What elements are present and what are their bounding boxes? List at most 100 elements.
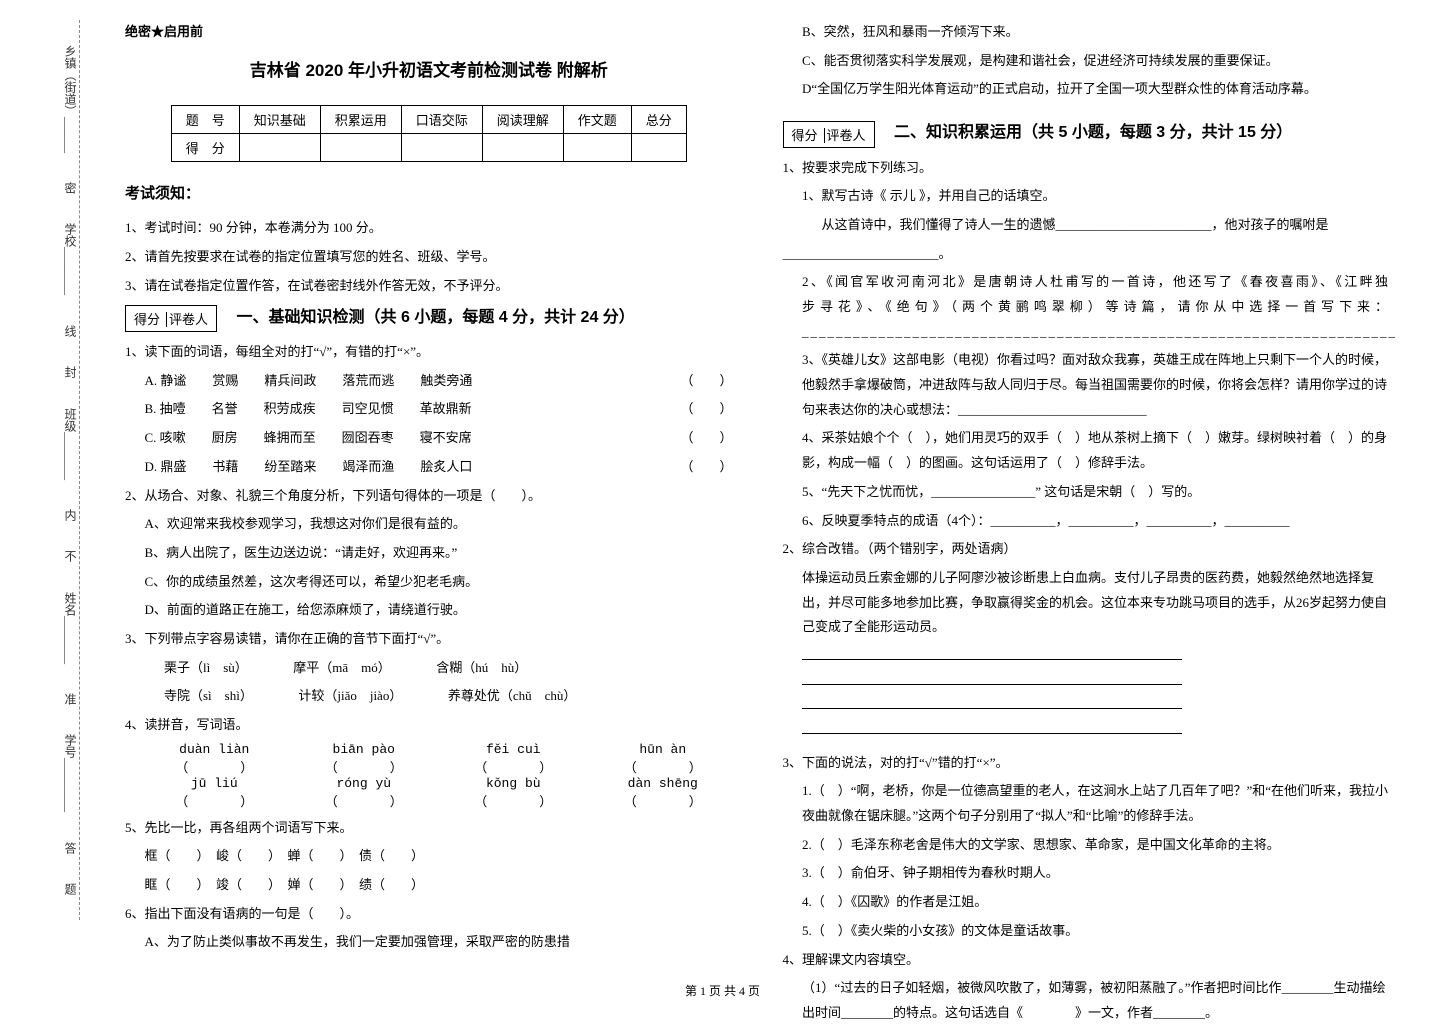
s2q1-sub3: 3、《英雄儿女》这部电影（电视）你看过吗？面对敌众我寡，英雄王成在阵地上只剩下一…: [783, 348, 1391, 422]
q1-opt: B. 抽噎 名誉 积劳成疾 司空见惯 革故鼎新 （ ）: [125, 397, 733, 422]
paren-cell: （ ）: [294, 791, 434, 810]
secret-label: 绝密★启用前: [125, 20, 733, 45]
section-header-row: 得分评卷人 一、基础知识检测（共 6 小题，每题 4 分，共计 24 分）: [125, 303, 733, 333]
pinyin-cell: biān pào: [294, 742, 434, 757]
q5-row: 眶（ ） 竣（ ） 婵（ ） 绩（ ）: [125, 873, 733, 898]
q2-opt: B、病人出院了，医生边送边说：“请走好，欢迎再来。”: [125, 541, 733, 566]
pinyin-cell: duàn liàn: [145, 742, 285, 757]
blank-line: [802, 721, 1182, 734]
th: 积累运用: [320, 105, 401, 133]
q6-opt-a: A、为了防止类似事故不再发生，我们一定要加强管理，采取严密的防患措: [125, 930, 733, 955]
sb-item: 班级________: [20, 408, 79, 480]
q1-opt: D. 鼎盛 书藉 纷至踏来 竭泽而渔 脍炙人口（ ）: [125, 455, 733, 480]
q2-opt: D、前面的道路正在施工，给您添麻烦了，请绕道行驶。: [125, 598, 733, 623]
q2-stem: 2、从场合、对象、礼貌三个角度分析，下列语句得体的一项是（ ）。: [125, 484, 733, 509]
th: 知识基础: [239, 105, 320, 133]
pinyin-cell: hūn àn: [593, 742, 733, 757]
opt-text: C. 咳嗽 厨房 蜂拥而至 囫囵吞枣 寝不安席: [145, 430, 472, 445]
paren: （ ）: [680, 369, 732, 394]
th: 口语交际: [401, 105, 482, 133]
paren-cell: （ ）: [444, 791, 584, 810]
td: [401, 133, 482, 161]
q1-opt: A. 静谧 赏赐 精兵间政 落荒而逃 触类旁通 （ ）: [125, 369, 733, 394]
sb-item: 答: [20, 842, 79, 854]
s2q4-stem: 4、理解课文内容填空。: [783, 948, 1391, 973]
sb-item: 题: [20, 883, 79, 895]
td: 得 分: [171, 133, 239, 161]
rater-left: 得分: [132, 312, 167, 327]
page-container: 绝密★启用前 吉林省 2020 年小升初语文考前检测试卷 附解析 题 号 知识基…: [0, 0, 1445, 920]
pinyin-cell: jū liú: [145, 776, 285, 791]
q2-opt: A、欢迎常来我校参观学习，我想这对你们是很有益的。: [125, 512, 733, 537]
s2q3-stem: 3、下面的说法，对的打“√”错的打“×”。: [783, 751, 1391, 776]
pinyin-cell: kǒng bù: [444, 776, 584, 791]
pinyin-cell: róng yù: [294, 776, 434, 791]
rater-left: 得分: [790, 128, 825, 143]
paren: （ ）: [680, 397, 732, 422]
s2q2-stem: 2、综合改错。（两个错别字，两处语病）: [783, 537, 1391, 562]
paren: （ ）: [680, 455, 732, 480]
sb-item: 不: [20, 550, 79, 562]
notice-item: 2、请首先按要求在试卷的指定位置填写您的姓名、班级、学号。: [125, 245, 733, 270]
paren-row: （ ） （ ） （ ） （ ）: [125, 757, 733, 776]
opt-text: A. 静谧 赏赐 精兵间政 落荒而逃 触类旁通: [145, 373, 473, 388]
notice-item: 1、考试时间：90 分钟，本卷满分为 100 分。: [125, 216, 733, 241]
paren-cell: （ ）: [593, 757, 733, 776]
paren-cell: （ ）: [593, 791, 733, 810]
rater-box: 得分评卷人: [125, 305, 217, 332]
s2q3-opt: 1.（ ）“啊，老桥，你是一位德高望重的老人，在这涧水上站了几百年了吧？”和“在…: [783, 779, 1391, 828]
notice-title: 考试须知：: [125, 180, 733, 209]
blank-line: [802, 672, 1182, 685]
section1-title: 一、基础知识检测（共 6 小题，每题 4 分，共计 24 分）: [237, 309, 635, 326]
td: [482, 133, 563, 161]
paren-cell: （ ）: [145, 757, 285, 776]
sb-item: 密: [20, 182, 79, 194]
paren-cell: （ ）: [444, 757, 584, 776]
s2q3-opt: 5.（ ）《卖火柴的小女孩》的文体是童话故事。: [783, 919, 1391, 944]
sb-item: 内: [20, 509, 79, 521]
td: [239, 133, 320, 161]
blank-line: [802, 647, 1182, 660]
q3-row: 寺院（sì shì） 计较（jiǎo jiào） 养尊处优（chǔ chù）: [125, 684, 733, 709]
q5-row: 框（ ） 峻（ ） 蝉（ ） 债（ ）: [125, 844, 733, 869]
rater-right: 评卷人: [167, 312, 210, 327]
th: 作文题: [563, 105, 631, 133]
pinyin-cell: dàn shēng: [593, 776, 733, 791]
pinyin-row: duàn liàn biān pào fěi cuì hūn àn: [125, 742, 733, 757]
paren-row: （ ） （ ） （ ） （ ）: [125, 791, 733, 810]
th: 阅读理解: [482, 105, 563, 133]
sb-item: 封: [20, 366, 79, 378]
s2q2-body: 体操运动员丘索金娜的儿子阿廖沙被诊断患上白血病。支付儿子昂贵的医药费，她毅然绝然…: [783, 566, 1391, 640]
sb-item: 姓名________: [20, 592, 79, 664]
answer-lines: [783, 644, 1391, 743]
page-footer: 第 1 页 共 4 页: [0, 982, 1445, 999]
s2q1-sub2: 2、《闻官军收河南河北》是唐朝诗人杜甫写的一首诗，他还写了《春夜喜雨》、《江畔独…: [783, 270, 1391, 344]
s2q1-stem: 1、按要求完成下列练习。: [783, 156, 1391, 181]
sb-item: 准: [20, 693, 79, 705]
left-column: 绝密★启用前 吉林省 2020 年小升初语文考前检测试卷 附解析 题 号 知识基…: [100, 20, 758, 910]
s2q1-sub4: 4、采茶姑娘个个（ ），她们用灵巧的双手（ ）地从茶树上摘下（ ）嫩芽。绿树映衬…: [783, 426, 1391, 475]
q6-stem: 6、指出下面没有语病的一句是（ ）。: [125, 902, 733, 927]
s2q1-sub5: 5、“先天下之忧而忧，________________” 这句话是宋朝（ ）写的…: [783, 480, 1391, 505]
q6-opt-b: B、突然，狂风和暴雨一齐倾泻下来。: [783, 20, 1391, 45]
notice-item: 3、请在试卷指定位置作答，在试卷密封线外作答无效，不予评分。: [125, 274, 733, 299]
q5-stem: 5、先比一比，再各组两个词语写下来。: [125, 816, 733, 841]
q1-stem: 1、读下面的词语，每组全对的打“√”，有错的打“×”。: [125, 340, 733, 365]
score-table: 题 号 知识基础 积累运用 口语交际 阅读理解 作文题 总分 得 分: [171, 105, 687, 162]
section2-header-row: 得分评卷人 二、知识积累运用（共 5 小题，每题 3 分，共计 15 分）: [783, 118, 1391, 148]
s2q3-opt: 3.（ ）俞伯牙、钟子期相传为春秋时期人。: [783, 861, 1391, 886]
right-column: B、突然，狂风和暴雨一齐倾泻下来。 C、能否贯彻落实科学发展观，是构建和谐社会，…: [758, 20, 1416, 910]
q3-stem: 3、下列带点字容易读错，请你在正确的音节下面打“√”。: [125, 627, 733, 652]
paren-cell: （ ）: [145, 791, 285, 810]
q3-row: 栗子（lì sù） 摩平（mā mó） 含糊（hú hù）: [125, 656, 733, 681]
opt-text: B. 抽噎 名誉 积劳成疾 司空见惯 革故鼎新: [145, 401, 472, 416]
sb-item: 线: [20, 325, 79, 337]
blank-line: [802, 696, 1182, 709]
s2q1-sub6: 6、反映夏季特点的成语（4个）：__________，__________，__…: [783, 509, 1391, 534]
pinyin-cell: fěi cuì: [444, 742, 584, 757]
th: 题 号: [171, 105, 239, 133]
s2q1-sub1a: 1、默写古诗《 示儿 》，并用自己的话填空。: [783, 184, 1391, 209]
td: [563, 133, 631, 161]
rater-right: 评卷人: [825, 128, 868, 143]
td: [631, 133, 686, 161]
